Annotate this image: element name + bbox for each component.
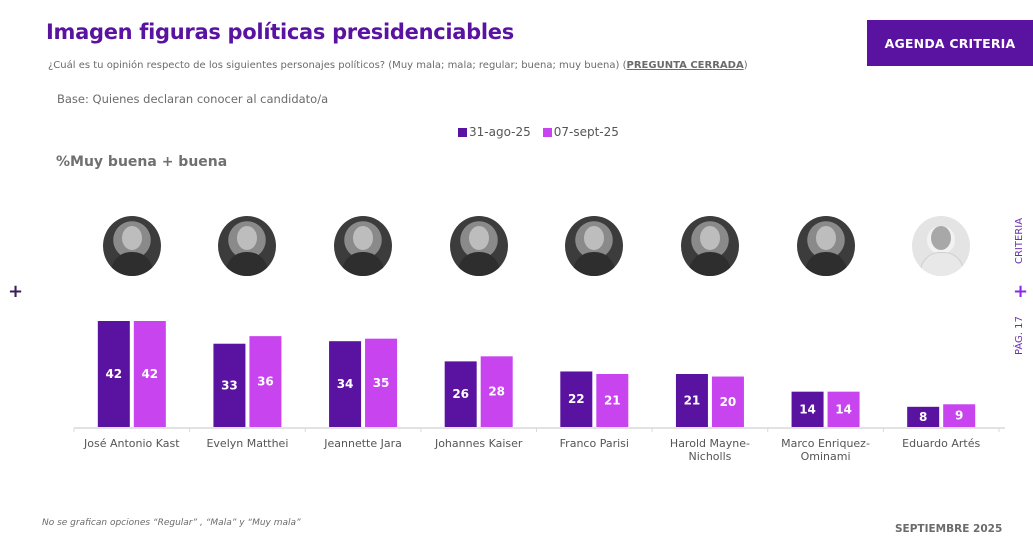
bar-series-2 — [365, 338, 398, 427]
brand-badge: AGENDA CRITERIA — [867, 20, 1033, 66]
bar-series-2 — [827, 391, 860, 427]
portrait-photo-icon — [565, 216, 624, 276]
bar-series-2 — [249, 336, 282, 427]
data-label: 34 — [337, 377, 354, 391]
category-label: Johannes Kaiser — [434, 437, 523, 450]
legend-swatch-icon — [458, 127, 467, 137]
portrait-body — [457, 252, 500, 276]
survey-question: ¿Cuál es tu opinión respecto de los sigu… — [48, 60, 748, 71]
bar-series-1 — [560, 371, 593, 427]
portrait-photo-icon — [218, 216, 277, 276]
bar-series-1 — [907, 406, 940, 427]
bar-series-2 — [943, 404, 976, 427]
portrait-head — [121, 226, 142, 250]
data-label: 21 — [604, 394, 621, 408]
data-label: 33 — [221, 378, 238, 392]
portrait-head — [237, 226, 258, 250]
data-label: 28 — [488, 385, 505, 399]
footnote: No se grafican opciones “Regular” , “Mal… — [42, 518, 301, 528]
data-label: 35 — [373, 376, 390, 390]
legend-label: 07-sept-25 — [553, 125, 619, 139]
data-label: 8 — [919, 410, 927, 424]
legend-item-series-2: 07-sept-25 — [542, 125, 619, 139]
data-label: 9 — [955, 409, 963, 423]
portrait-photo-icon — [796, 216, 855, 276]
portrait-body — [920, 252, 965, 276]
bar-series-1 — [791, 391, 824, 427]
bar-series-2 — [711, 376, 744, 427]
chart-legend: 31-ago-25 07-sept-25 — [458, 125, 619, 139]
question-type: PREGUNTA CERRADA — [626, 60, 744, 71]
data-label: 26 — [452, 387, 469, 401]
category-label: Nicholls — [688, 450, 731, 463]
data-label: 42 — [105, 367, 122, 381]
category-label: Ominami — [801, 450, 851, 463]
legend-swatch-icon — [542, 127, 552, 137]
portrait-photo-icon — [102, 216, 161, 276]
category-label: Evelyn Matthei — [206, 437, 288, 450]
data-label: 14 — [835, 402, 852, 416]
portrait-photo-icon — [334, 216, 393, 276]
plus-icon: + — [8, 281, 24, 302]
portrait-photo-icon — [680, 216, 739, 276]
legend-item-series-1: 31-ago-25 — [458, 125, 531, 139]
data-label: 14 — [799, 402, 816, 416]
data-label: 21 — [684, 394, 701, 408]
legend-label: 31-ago-25 — [469, 125, 531, 139]
bar-series-2 — [480, 356, 513, 427]
portrait-head — [931, 226, 952, 250]
portrait-body — [342, 252, 385, 276]
report-date: SEPTIEMBRE 2025 — [895, 523, 1003, 535]
base-note: Base: Quienes declaran conocer al candid… — [57, 92, 329, 106]
portrait-head — [699, 226, 720, 250]
portrait-body — [688, 252, 731, 276]
side-brand-label: CRITERIA — [1014, 217, 1025, 265]
bar-series-1 — [213, 343, 246, 427]
question-end: ) — [743, 60, 748, 71]
portrait-photo-icon — [912, 216, 971, 276]
plus-icon: + — [1013, 281, 1029, 302]
portrait-photo-icon — [449, 216, 508, 276]
category-label: Franco Parisi — [560, 437, 629, 450]
bar-series-2 — [133, 321, 166, 427]
bar-series-1 — [329, 341, 362, 427]
category-label: Jeannette Jara — [323, 437, 402, 450]
portrait-head — [353, 226, 374, 250]
category-label: Harold Mayne- — [670, 437, 750, 450]
portrait-head — [815, 226, 836, 250]
data-label: 20 — [720, 395, 737, 409]
chart-subtitle: %Muy buena + buena — [56, 154, 228, 170]
portrait-body — [804, 252, 847, 276]
category-label: José Antonio Kast — [83, 437, 180, 450]
bar-series-1 — [675, 374, 708, 427]
category-label: Eduardo Artés — [902, 437, 980, 450]
page-title: Imagen figuras políticas presidenciables — [46, 20, 514, 44]
portrait-head — [584, 226, 605, 250]
page-number: PÁG. 17 — [1014, 316, 1025, 356]
bar-series-1 — [444, 361, 477, 427]
question-text: ¿Cuál es tu opinión respecto de los sigu… — [48, 60, 627, 71]
portrait-body — [110, 252, 153, 276]
data-label: 36 — [257, 375, 274, 389]
category-label: Marco Enriquez- — [781, 437, 870, 450]
data-label: 22 — [568, 392, 585, 406]
bar-series-1 — [97, 321, 130, 427]
portrait-head — [468, 226, 489, 250]
bar-series-2 — [596, 374, 629, 427]
data-label: 42 — [141, 367, 158, 381]
